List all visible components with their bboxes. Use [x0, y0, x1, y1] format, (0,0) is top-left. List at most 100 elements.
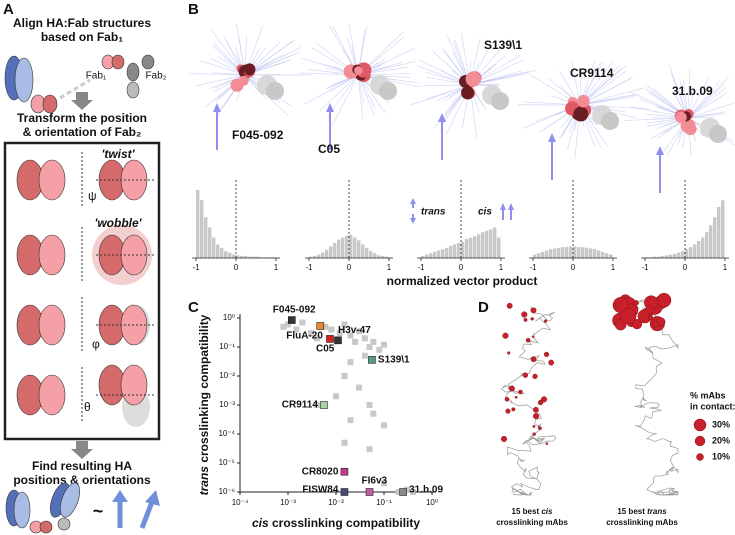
point-label: F045-092 [273, 305, 316, 316]
histogram-bar [337, 239, 341, 258]
ha-shape [14, 57, 34, 103]
histogram-bar [449, 245, 453, 258]
point-label: S139\1 [378, 355, 410, 366]
histogram-bar [433, 251, 437, 258]
scatter-point [328, 326, 335, 333]
panel-label: C [188, 299, 199, 316]
scatter-point [366, 446, 373, 453]
point-label: 31.b.09 [409, 485, 443, 496]
histogram-bar [224, 251, 228, 258]
x-tick-label: -1 [417, 263, 425, 272]
scatter-point [307, 330, 314, 337]
histogram-bar [657, 256, 661, 258]
vector-fan [579, 87, 645, 106]
histogram-bar [589, 248, 593, 258]
histogram-bar [581, 247, 585, 258]
transform-box [3, 141, 161, 441]
y-tick-label: 10⁻⁵ [219, 458, 235, 467]
histogram-bar [216, 244, 220, 258]
scatter-point [293, 326, 300, 333]
orientation-arrow [438, 113, 446, 122]
y-tick-label: 10⁻² [219, 371, 235, 380]
x-tick-label: 1 [387, 263, 392, 272]
histogram-bar [577, 247, 581, 258]
scatter-point [347, 359, 354, 366]
histogram-bar [381, 255, 385, 258]
contact-dot [652, 321, 659, 328]
histogram-bar [212, 237, 216, 258]
histogram-bar [248, 256, 252, 258]
ha-blob [266, 82, 284, 100]
histogram-bar [489, 229, 493, 258]
contact-dot [501, 435, 508, 442]
histogram-bar [232, 254, 236, 258]
labeled-point [288, 316, 296, 324]
contact-dot [507, 351, 511, 355]
fab-shape [42, 94, 58, 114]
orientation-arrow [139, 501, 155, 529]
protein-trace [500, 306, 557, 496]
contact-dot [656, 292, 672, 308]
scatter-point [366, 344, 373, 350]
histogram-bar [333, 243, 337, 258]
histogram-bar [313, 255, 317, 258]
scatter-point [355, 384, 362, 391]
contact-dot [631, 319, 643, 330]
x-tick-label: 10⁰ [426, 498, 438, 507]
fab-blob [461, 86, 475, 100]
contact-dot [532, 424, 536, 428]
labeled-point [399, 488, 407, 496]
y-tick-label: 10⁻³ [219, 400, 235, 409]
contact-dot [521, 311, 528, 318]
down-arrow [71, 441, 93, 459]
histogram-bar [709, 225, 713, 258]
legend-label: 30% [712, 419, 730, 429]
scatter-point [409, 489, 416, 495]
x-tick-label: 0 [234, 263, 239, 272]
ha-blob [491, 92, 509, 110]
x-tick-label: 0 [347, 263, 352, 272]
histogram-bar [713, 217, 717, 258]
step-text: Find resulting HA [32, 459, 132, 473]
arrow-head [508, 203, 514, 210]
vector-fan [357, 74, 364, 119]
contact-dot [522, 372, 529, 378]
scatter-point [341, 321, 348, 328]
scatter-point [299, 319, 306, 326]
scatter-point [370, 338, 377, 345]
histogram-bar [669, 254, 673, 258]
x-tick-label: -1 [305, 263, 313, 272]
histogram-bar [321, 252, 325, 258]
histogram-bar [317, 254, 321, 258]
scatter-point [341, 439, 348, 446]
fab-shape [126, 62, 140, 82]
scatter-point [280, 323, 287, 330]
annotation: trans [421, 207, 446, 218]
labeled-point [316, 322, 325, 330]
y-tick-label: 10⁻⁴ [218, 429, 235, 438]
scatter-point [395, 489, 402, 495]
caption-part: cis [541, 507, 553, 516]
vector-fan [687, 76, 729, 119]
contact-dot [532, 373, 538, 379]
x-tick-label: 10⁻⁴ [232, 498, 249, 507]
caption: crosslinking mAbs [606, 518, 678, 527]
scatter-point [381, 341, 387, 348]
histogram-bar [701, 237, 705, 258]
contact-dot [633, 300, 639, 306]
vector-fan [687, 116, 715, 119]
fab-lobe [38, 374, 66, 416]
scatter-point [370, 410, 377, 417]
histogram-bar [569, 246, 573, 258]
y-axis-label: trans crosslinking compatibility [197, 314, 211, 495]
histogram-bar [325, 249, 329, 258]
axis-label-part: crosslinking compatibility [272, 516, 420, 530]
labeled-point [334, 336, 342, 345]
twist-label: 'twist' [101, 147, 135, 161]
x-tick-label: 1 [499, 263, 504, 272]
contact-dot [530, 317, 534, 321]
histogram-bar [385, 256, 389, 258]
structure-label: 31.b.09 [672, 84, 713, 98]
fab-blob [465, 71, 481, 87]
histogram-bar [673, 253, 677, 258]
